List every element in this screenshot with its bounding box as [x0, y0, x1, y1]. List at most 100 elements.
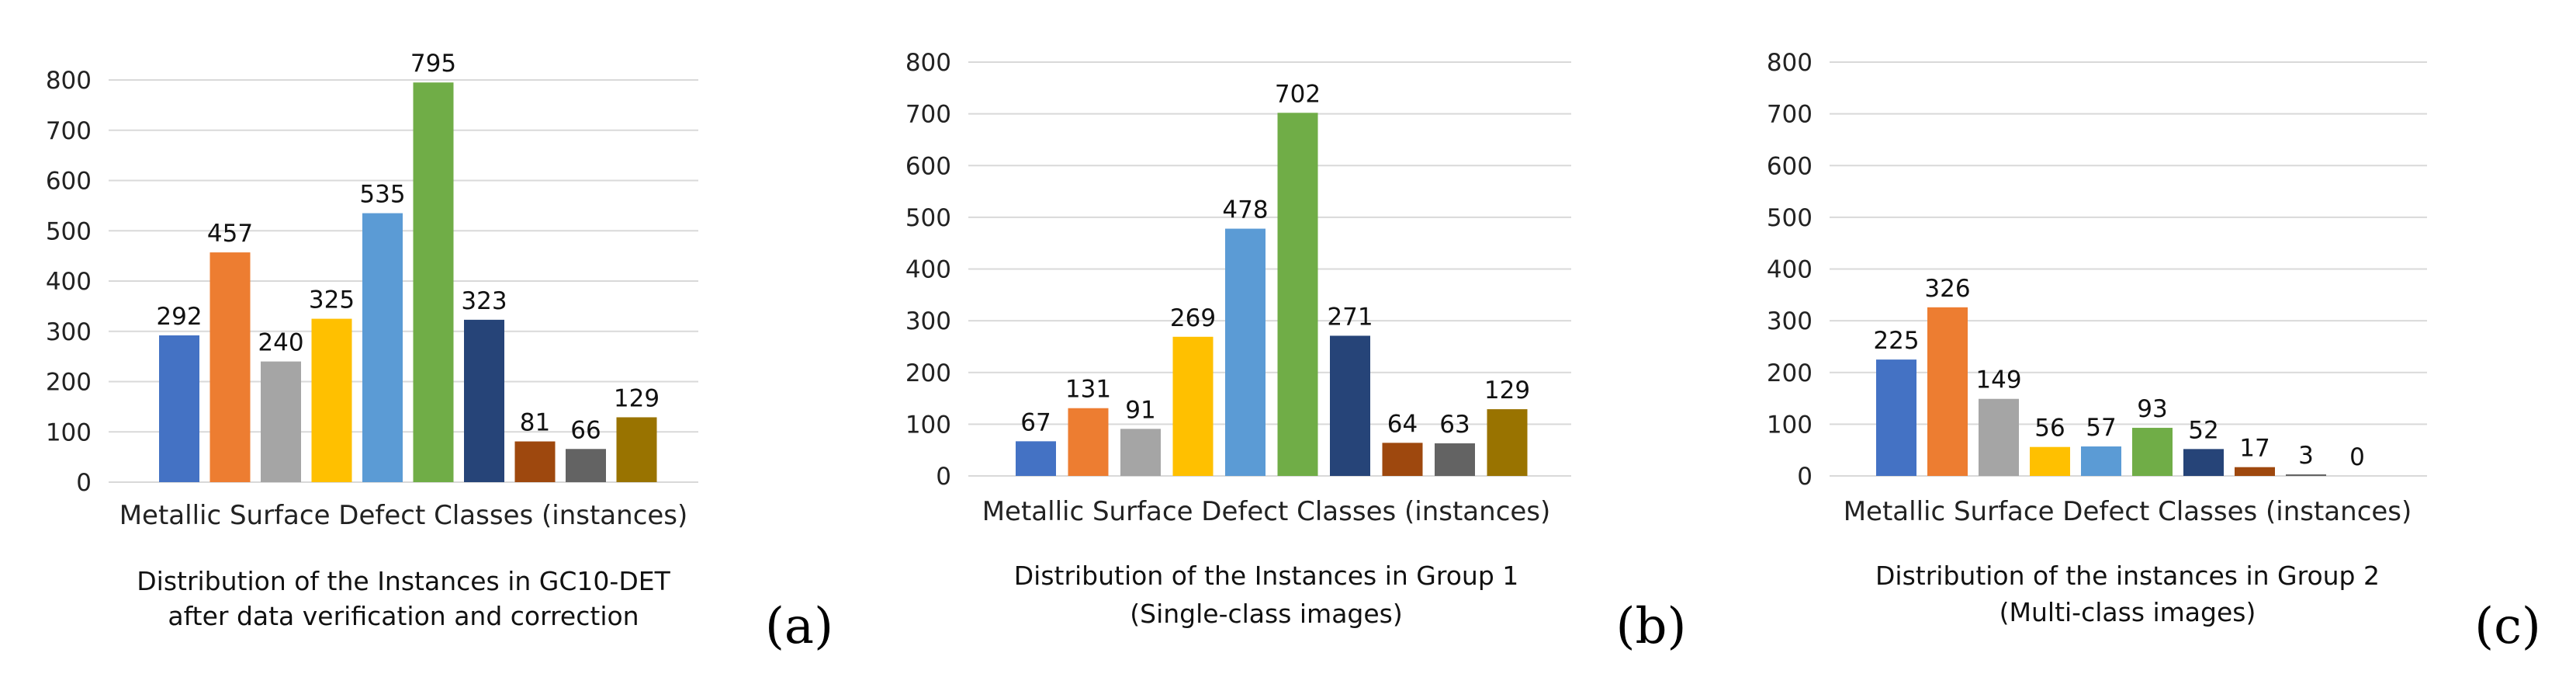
data-label: 66	[570, 416, 601, 444]
data-label: 93	[2137, 395, 2167, 423]
data-label: 52	[2188, 416, 2218, 444]
data-label: 56	[2034, 415, 2065, 443]
bar	[2183, 449, 2224, 476]
bar	[311, 318, 352, 482]
bar	[1435, 443, 1475, 476]
panel-label: (a)	[765, 598, 833, 655]
x-axis-label: Metallic Surface Defect Classes (instanc…	[1844, 496, 2412, 527]
y-tick-label: 700	[1767, 101, 1813, 129]
bar	[566, 449, 606, 482]
y-tick-label: 500	[905, 204, 951, 232]
y-tick-label: 800	[46, 67, 92, 95]
y-tick-label: 300	[1767, 307, 1813, 335]
data-label: 131	[1065, 376, 1111, 404]
y-tick-label: 400	[905, 256, 951, 284]
y-tick-label: 0	[1797, 463, 1813, 491]
y-tick-label: 100	[905, 411, 951, 439]
y-tick-label: 600	[1767, 152, 1813, 180]
bar	[209, 252, 251, 482]
bar	[1277, 113, 1318, 477]
bar	[2081, 446, 2121, 476]
bar	[1979, 398, 2019, 476]
chart-panel-2: 0 100 200 300 400 500 600 700 800 67 131 91 269 478 70…	[905, 49, 1687, 655]
data-label: 478	[1222, 196, 1268, 224]
data-label: 457	[207, 220, 253, 248]
y-tick-label: 300	[46, 318, 92, 346]
data-label: 63	[1439, 411, 1470, 439]
data-label: 702	[1275, 80, 1321, 108]
x-axis-label: Metallic Surface Defect Classes (instanc…	[119, 500, 688, 531]
bar	[1225, 228, 1265, 476]
caption-line: Distribution of the Instances in GC10-DE…	[137, 566, 670, 596]
y-tick-label: 200	[1767, 359, 1813, 387]
data-label: 64	[1387, 410, 1418, 438]
bar	[2286, 474, 2326, 476]
data-label: 323	[461, 287, 507, 315]
bar	[1382, 443, 1423, 476]
y-tick-label: 700	[46, 117, 92, 145]
y-tick-label: 100	[46, 418, 92, 446]
bar	[2030, 446, 2070, 476]
y-tick-label: 200	[905, 359, 951, 387]
bar	[1120, 429, 1161, 476]
data-label: 149	[1975, 366, 2021, 394]
y-tick-label: 0	[936, 463, 951, 491]
bar	[2132, 428, 2173, 476]
y-tick-label: 800	[1767, 49, 1813, 77]
data-label: 325	[309, 286, 355, 314]
y-tick-label: 0	[76, 469, 92, 497]
data-label: 0	[2349, 443, 2365, 471]
y-tick-label: 800	[905, 49, 951, 77]
y-tick-label: 400	[1767, 256, 1813, 284]
caption-line: (Multi-class images)	[2000, 597, 2256, 627]
data-label: 91	[1125, 396, 1155, 424]
data-label: 129	[614, 384, 660, 412]
y-tick-label: 500	[1767, 204, 1813, 232]
data-label: 57	[2086, 414, 2116, 442]
y-tick-label: 400	[46, 268, 92, 296]
y-tick-label: 700	[905, 101, 951, 129]
caption-line: Distribution of the instances in Group 2	[1875, 561, 2380, 591]
caption-line: after data verification and correction	[168, 601, 639, 631]
bar	[616, 417, 657, 482]
panel-label: (b)	[1616, 598, 1687, 655]
bar	[1487, 409, 1528, 476]
bar	[464, 319, 504, 482]
caption-line: (Single-class images)	[1130, 599, 1403, 629]
bar	[1068, 408, 1109, 476]
data-label: 269	[1170, 304, 1216, 332]
bar	[413, 82, 454, 483]
bar	[1876, 359, 1916, 476]
bar	[1330, 335, 1370, 476]
data-label: 225	[1873, 327, 1919, 355]
panel-label: (c)	[2474, 598, 2541, 655]
y-tick-label: 300	[905, 307, 951, 335]
data-label: 326	[1924, 275, 1970, 303]
data-label: 271	[1327, 303, 1373, 331]
y-tick-label: 600	[905, 152, 951, 180]
bar	[2235, 467, 2275, 476]
x-axis-label: Metallic Surface Defect Classes (instanc…	[982, 496, 1551, 527]
data-label: 81	[520, 409, 550, 437]
data-label: 795	[410, 50, 456, 78]
data-label: 67	[1020, 408, 1051, 436]
bar	[1927, 307, 1968, 476]
y-tick-label: 200	[46, 369, 92, 397]
bar	[514, 441, 556, 482]
bar	[261, 361, 301, 482]
bar	[1172, 336, 1214, 476]
bar	[159, 335, 199, 482]
data-label: 129	[1484, 377, 1530, 405]
bar	[362, 213, 403, 482]
data-label: 17	[2239, 435, 2270, 463]
y-tick-label: 100	[1767, 411, 1813, 439]
data-label: 292	[156, 303, 202, 331]
data-label: 240	[258, 329, 303, 357]
caption-line: Distribution of the Instances in Group 1	[1014, 561, 1519, 591]
y-tick-label: 500	[46, 217, 92, 245]
bar	[1016, 441, 1056, 476]
data-label: 535	[359, 181, 405, 209]
